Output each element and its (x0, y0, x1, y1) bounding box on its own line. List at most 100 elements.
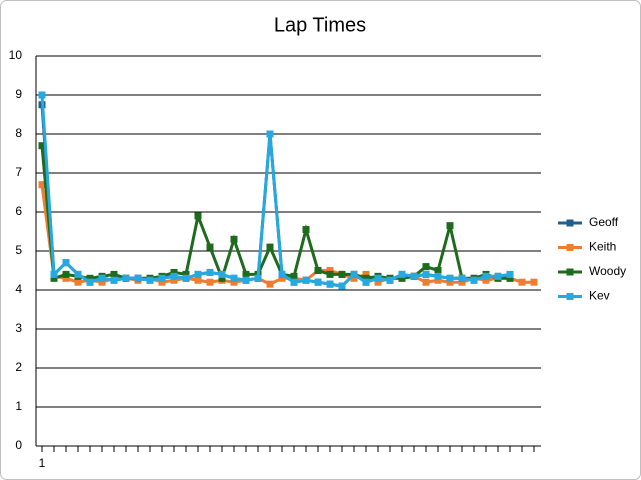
point-marker (434, 267, 442, 274)
y-tick-label: 4 (15, 282, 22, 296)
point-marker (278, 270, 286, 278)
point-marker (86, 278, 94, 286)
point-marker (350, 270, 358, 278)
point-marker (38, 142, 46, 150)
legend-marker (566, 219, 574, 227)
point-marker (218, 274, 226, 282)
point-marker (530, 278, 538, 286)
point-marker (494, 272, 502, 280)
point-marker (254, 274, 262, 282)
point-marker (422, 263, 430, 271)
point-marker (170, 268, 178, 276)
point-marker (194, 276, 202, 284)
point-marker (386, 276, 394, 284)
point-marker (326, 270, 334, 278)
point-marker (170, 272, 178, 280)
point-marker (482, 276, 490, 284)
point-marker (242, 270, 250, 278)
point-marker (62, 274, 70, 282)
point-marker (362, 274, 370, 282)
point-marker (482, 272, 490, 280)
point-marker (302, 226, 310, 234)
point-marker (362, 270, 370, 278)
point-marker (218, 270, 226, 278)
point-marker (446, 274, 454, 282)
point-marker (242, 276, 250, 284)
y-tick-label: 8 (15, 126, 22, 140)
point-marker (86, 274, 94, 282)
point-marker (230, 278, 238, 286)
point-marker (266, 130, 274, 138)
point-marker (290, 272, 298, 280)
point-marker (422, 278, 430, 286)
point-marker (170, 276, 178, 284)
point-marker (302, 276, 310, 284)
point-marker (110, 270, 118, 278)
point-marker (314, 278, 322, 286)
point-marker (74, 278, 82, 286)
point-marker (230, 274, 238, 282)
y-tick-label: 9 (15, 87, 22, 101)
point-marker (158, 278, 166, 286)
y-tick-label: 10 (9, 48, 23, 62)
point-marker (278, 274, 286, 282)
point-marker (50, 270, 58, 278)
point-marker (230, 235, 238, 243)
point-marker (194, 270, 202, 278)
point-marker (98, 274, 106, 282)
point-marker (362, 278, 370, 286)
point-marker (206, 243, 214, 251)
point-marker (398, 274, 406, 282)
point-marker (182, 270, 190, 278)
point-marker (410, 272, 418, 280)
point-marker (158, 274, 166, 282)
point-marker (194, 212, 202, 220)
point-marker (110, 276, 118, 284)
legend-label: Kev (589, 289, 610, 303)
legend-label: Geoff (589, 215, 619, 229)
point-marker (50, 274, 58, 282)
point-marker (62, 270, 70, 278)
x-tick-label: 1 (39, 456, 46, 470)
point-marker (206, 278, 214, 286)
point-marker (374, 278, 382, 286)
y-tick-label: 7 (15, 165, 22, 179)
point-marker (122, 274, 130, 282)
point-marker (518, 278, 526, 286)
point-marker (470, 276, 478, 284)
point-marker (266, 243, 274, 251)
chart-title: Lap Times (274, 14, 366, 36)
legend-label: Keith (589, 240, 616, 254)
point-marker (98, 278, 106, 286)
point-marker (134, 274, 142, 282)
legend-label: Woody (589, 264, 626, 278)
point-marker (338, 282, 346, 290)
series-line (40, 145, 510, 283)
point-marker (74, 270, 82, 278)
point-marker (458, 278, 466, 286)
point-marker (374, 274, 382, 282)
point-marker (398, 270, 406, 278)
y-tick-label: 6 (15, 204, 22, 218)
legend-marker (566, 244, 574, 251)
y-tick-label: 3 (15, 321, 22, 335)
point-marker (446, 222, 454, 230)
y-tick-label: 0 (15, 438, 22, 452)
point-marker (182, 274, 190, 282)
point-marker (434, 276, 442, 284)
point-marker (338, 270, 346, 278)
point-marker (206, 268, 214, 276)
point-marker (290, 278, 298, 286)
point-marker (506, 270, 514, 278)
point-marker (38, 181, 46, 189)
y-tick-label: 5 (15, 243, 22, 257)
point-marker (326, 280, 334, 288)
point-marker (266, 280, 274, 288)
y-tick-label: 2 (15, 360, 22, 374)
point-marker (146, 276, 154, 284)
point-marker (38, 91, 46, 99)
point-marker (506, 274, 514, 282)
legend-marker (566, 268, 574, 276)
